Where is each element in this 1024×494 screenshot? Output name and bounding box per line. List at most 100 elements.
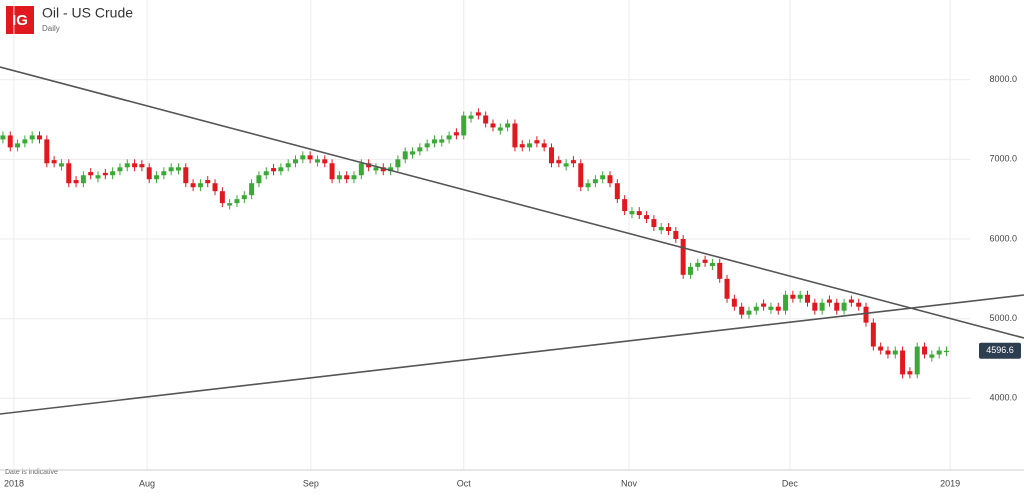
x-tick-label: Nov bbox=[621, 478, 638, 488]
candle-body bbox=[424, 143, 430, 148]
candle-body bbox=[497, 127, 503, 131]
y-tick-label: 7000.0 bbox=[989, 154, 1017, 164]
candle-body bbox=[483, 115, 489, 124]
logo: IG bbox=[12, 12, 28, 29]
trendline bbox=[0, 66, 1024, 339]
candle-body bbox=[519, 144, 525, 148]
candle-body bbox=[592, 179, 598, 184]
candle-body bbox=[702, 259, 708, 263]
candle-body bbox=[687, 266, 693, 275]
chart-title: Oil - US Crude bbox=[42, 5, 133, 21]
candle-body bbox=[753, 306, 759, 311]
candle-body bbox=[578, 163, 584, 188]
candle-body bbox=[132, 163, 138, 168]
candle-body bbox=[271, 168, 277, 172]
candle-body bbox=[373, 167, 379, 171]
candle-body bbox=[249, 183, 255, 196]
candle-body bbox=[453, 132, 459, 136]
candle-body bbox=[819, 302, 825, 311]
candle-body bbox=[58, 163, 64, 167]
grid bbox=[0, 0, 970, 470]
x-tick-label: 2018 bbox=[4, 478, 24, 488]
candle-body bbox=[175, 167, 181, 171]
x-tick-label: Aug bbox=[139, 478, 155, 488]
candle-body bbox=[431, 139, 437, 144]
candle-body bbox=[629, 211, 635, 215]
candle-body bbox=[219, 191, 225, 204]
candle-body bbox=[746, 310, 752, 315]
candle-body bbox=[475, 112, 481, 116]
y-tick-label: 5000.0 bbox=[989, 313, 1017, 323]
candle-body bbox=[834, 302, 840, 311]
logo-box bbox=[6, 6, 34, 34]
candle-body bbox=[241, 195, 247, 200]
candle-body bbox=[907, 371, 913, 375]
candle-body bbox=[36, 135, 42, 140]
candle-body bbox=[227, 203, 233, 206]
candle-body bbox=[44, 139, 50, 164]
candle-body bbox=[841, 302, 847, 311]
candle-body bbox=[768, 306, 774, 310]
candle-body bbox=[7, 135, 13, 148]
candle-body bbox=[570, 160, 576, 164]
candle-body bbox=[607, 175, 613, 184]
candle-body bbox=[563, 163, 569, 167]
candle-body bbox=[439, 139, 445, 143]
candle-body bbox=[351, 175, 357, 180]
candle-body bbox=[161, 171, 167, 176]
candle-body bbox=[644, 215, 650, 220]
candle-body bbox=[790, 294, 796, 299]
candle-body bbox=[717, 262, 723, 279]
candle-body bbox=[66, 163, 72, 184]
candle-body bbox=[402, 151, 408, 160]
candle-body bbox=[197, 183, 203, 188]
candle-body bbox=[892, 350, 898, 355]
candle-body bbox=[358, 163, 364, 176]
candle-body bbox=[490, 123, 496, 128]
candle-body bbox=[651, 219, 657, 228]
candle-body bbox=[395, 159, 401, 168]
candle-body bbox=[146, 167, 152, 180]
candle-body bbox=[943, 350, 949, 353]
candle-body bbox=[190, 183, 196, 188]
candle-body bbox=[863, 306, 869, 323]
candle-body bbox=[614, 183, 620, 200]
candle-body bbox=[322, 159, 328, 164]
candle-body bbox=[417, 147, 423, 152]
candle-body bbox=[622, 199, 628, 212]
note: Date is indicative bbox=[5, 469, 58, 476]
candle-body bbox=[285, 163, 291, 168]
candle-body bbox=[205, 180, 211, 184]
candle-body bbox=[812, 302, 818, 311]
y-tick-label: 8000.0 bbox=[989, 74, 1017, 84]
candle-body bbox=[256, 175, 262, 184]
last-price-label: 4596.6 bbox=[986, 345, 1014, 355]
trendline bbox=[0, 294, 1024, 415]
candle-body bbox=[541, 143, 547, 148]
candle-body bbox=[585, 183, 591, 188]
candle-body bbox=[505, 123, 511, 128]
x-tick-label: Sep bbox=[303, 478, 319, 488]
candle-body bbox=[15, 143, 21, 148]
candle-body bbox=[88, 172, 94, 176]
candle-body bbox=[680, 238, 686, 275]
candle-body bbox=[673, 231, 679, 239]
candle-body bbox=[461, 115, 467, 136]
chart-subtitle: Daily bbox=[42, 24, 60, 33]
candle-body bbox=[22, 139, 28, 144]
candle-body bbox=[117, 167, 123, 172]
candle-body bbox=[110, 171, 116, 176]
candle-body bbox=[636, 211, 642, 216]
candle-body bbox=[29, 135, 35, 140]
candle-body bbox=[695, 262, 701, 267]
y-tick-label: 6000.0 bbox=[989, 233, 1017, 243]
candle-body bbox=[878, 346, 884, 351]
candle-body bbox=[797, 294, 803, 299]
candle-body bbox=[234, 199, 240, 204]
candle-body bbox=[124, 163, 130, 168]
candle-body bbox=[95, 175, 101, 179]
candle-body bbox=[929, 354, 935, 358]
candle-body bbox=[666, 227, 672, 232]
candle-body bbox=[73, 180, 79, 184]
candle-body bbox=[731, 298, 737, 307]
